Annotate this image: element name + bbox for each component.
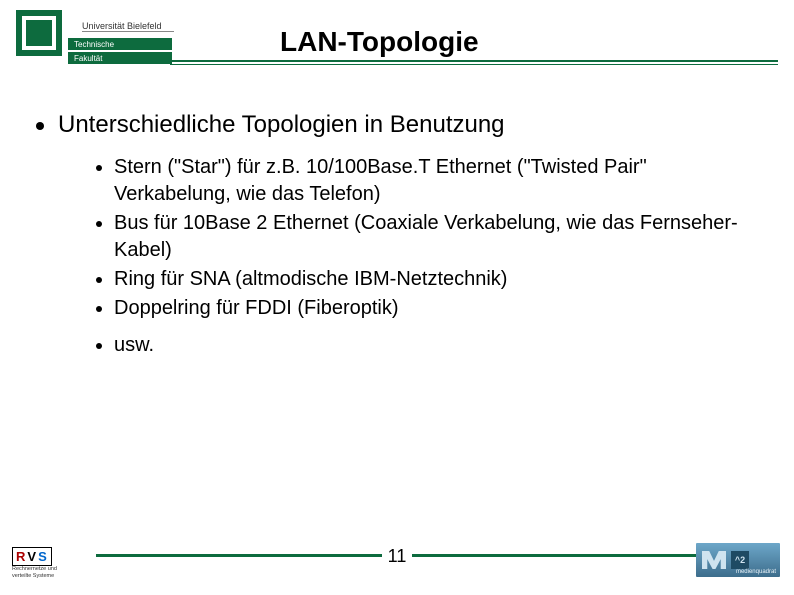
bullet-level2-text: Bus für 10Base 2 Ethernet (Coaxiale Verk… [114,210,756,264]
bullet-level2-text: usw. [114,332,154,359]
bullet-dot [96,343,102,349]
bullet-dot [96,221,102,227]
slide-title-wrap: LAN-Topologie [280,26,479,58]
sub-bullet-list: Stern ("Star") für z.B. 10/100Base.T Eth… [96,154,756,359]
rvs-s: S [38,549,48,564]
bullet-dot [96,306,102,312]
bullet-dot [96,165,102,171]
mq-text: medienquadrat [736,569,776,575]
title-underline-thick [170,60,778,62]
medienquadrat-logo: ^2 medienquadrat [696,543,780,577]
bullet-level2: Bus für 10Base 2 Ethernet (Coaxiale Verk… [96,210,756,264]
rvs-logo: RVS Rechnernetze und verteilte Systeme [12,547,57,579]
faculty-bar-2: Fakultät [68,52,172,64]
mq-m-icon [702,551,726,569]
slide-title: LAN-Topologie [280,26,479,58]
bullet-dot [36,122,44,130]
rvs-subtitle-1: Rechnernetze und [12,567,57,573]
title-underline-thin [170,64,778,65]
page-number: 11 [0,546,794,567]
bullet-level2: Stern ("Star") für z.B. 10/100Base.T Eth… [96,154,756,208]
slide: Universität Bielefeld Technische Fakultä… [0,0,794,595]
bullet-level2: Ring für SNA (altmodische IBM-Netztechni… [96,266,756,293]
bullet-level2-text: Doppelring für FDDI (Fiberoptik) [114,295,399,322]
rvs-r: R [16,549,26,564]
university-name: Universität Bielefeld [82,18,174,32]
mq-square-icon: ^2 [731,551,749,569]
rvs-subtitle-2: verteilte Systeme [12,574,57,580]
logo-inner-square [26,20,52,46]
bullet-level2-text: Stern ("Star") für z.B. 10/100Base.T Eth… [114,154,756,208]
bullet-level1-text: Unterschiedliche Topologien in Benutzung [58,110,505,140]
bullet-level1: Unterschiedliche Topologien in Benutzung [36,110,756,140]
rvs-box: RVS [12,547,52,566]
bullet-level2-text: Ring für SNA (altmodische IBM-Netztechni… [114,266,507,293]
bullet-level2: Doppelring für FDDI (Fiberoptik) [96,295,756,322]
content-area: Unterschiedliche Topologien in Benutzung… [36,110,756,361]
bullet-level2: usw. [96,332,756,359]
rvs-v: V [27,549,37,564]
bullet-dot [96,277,102,283]
faculty-bar-1: Technische [68,38,172,50]
